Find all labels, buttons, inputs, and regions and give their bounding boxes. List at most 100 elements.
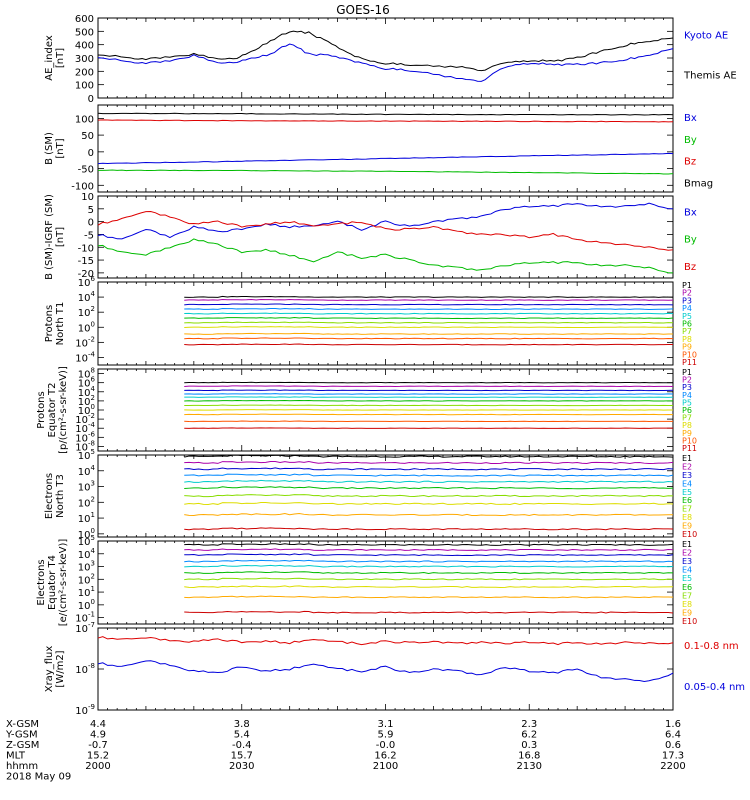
y-tick-exponent: -1 <box>88 611 95 619</box>
y-axis-label: B (SM) [nT] <box>44 132 66 165</box>
legend-label: Bz <box>684 262 696 273</box>
time-axis-value: -0.0 <box>376 740 396 751</box>
time-axis-value: 2030 <box>229 761 254 772</box>
y-tick-exponent: -2 <box>88 412 95 420</box>
channel-label-p5: P5 <box>682 398 692 407</box>
y-tick-label: -15 <box>78 256 94 267</box>
y-axis-label-line: Equator T4 <box>47 555 58 610</box>
y-axis-label-line: Equator T2 <box>47 383 58 438</box>
series-line-bx <box>97 152 674 165</box>
y-tick-label: 100 <box>75 114 94 125</box>
chart-title: GOES-16 <box>336 3 390 17</box>
y-tick-base: 10 <box>78 293 91 304</box>
channel-line-p2 <box>184 298 674 301</box>
y-tick-base: 10 <box>78 370 91 381</box>
channel-line-e3 <box>184 553 674 557</box>
y-axis-label: Protons North T1 <box>44 302 66 346</box>
time-axis-value: 0.3 <box>521 740 537 751</box>
channel-line-p5 <box>184 312 674 315</box>
channel-line-p3 <box>184 389 674 392</box>
y-axis-label-line: [e/(cm²-s-sr-keV)] <box>58 539 69 627</box>
time-axis-label: X-GSM <box>6 719 39 730</box>
channel-line-e3 <box>184 467 674 471</box>
y-tick-label: 10-6 <box>75 430 95 444</box>
y-tick-base: 10 <box>78 498 91 509</box>
channel-label-p2: P2 <box>682 376 692 385</box>
channel-line-p8 <box>184 409 674 411</box>
y-tick-exponent: 0 <box>91 527 95 535</box>
y-axis-label-line: Electrons <box>44 473 55 519</box>
series-line-themis-ae <box>97 30 674 72</box>
y-tick-label: 10-8 <box>75 662 95 676</box>
time-axis-value: -0.4 <box>232 740 252 751</box>
channel-line-e10 <box>184 527 674 531</box>
y-tick-exponent: -2 <box>88 335 95 343</box>
channel-label-p11: P11 <box>682 358 697 367</box>
panel-frame <box>97 195 674 279</box>
y-axis-label-line: Protons <box>36 391 47 428</box>
panel-frame <box>97 540 674 625</box>
channel-line-p11 <box>184 427 674 429</box>
time-axis-value: 5.4 <box>234 730 250 741</box>
channel-line-p7 <box>184 404 674 407</box>
channel-line-e9 <box>184 513 674 517</box>
y-tick-label: 103 <box>78 480 95 494</box>
legend-label: Kyoto AE <box>684 31 728 42</box>
time-axis-value: -0.7 <box>88 740 108 751</box>
time-axis-value: 15.2 <box>87 751 109 762</box>
y-tick-base: 10 <box>78 601 91 612</box>
y-tick-exponent: 4 <box>91 464 96 472</box>
y-tick-base: 10 <box>75 415 88 426</box>
channel-label-p4: P4 <box>682 391 692 400</box>
y-axis-label: Electrons Equator T4 [e/(cm²-s-sr-keV)] <box>36 539 69 627</box>
y-tick-exponent: -4 <box>88 421 96 429</box>
y-tick-exponent: -7 <box>88 621 95 629</box>
channel-label-p7: P7 <box>682 327 692 336</box>
y-tick-label: 104 <box>78 290 96 304</box>
y-tick-exponent: -8 <box>88 439 95 447</box>
y-tick-base: 10 <box>75 665 88 676</box>
series-line-bz <box>97 211 674 251</box>
y-axis-label-line: [nT] <box>55 138 66 158</box>
y-tick-label: 102 <box>78 572 95 586</box>
time-axis-value: 6.4 <box>665 730 681 741</box>
legend-label: By <box>684 135 697 146</box>
time-axis-value: 2130 <box>517 761 542 772</box>
channel-label-p6: P6 <box>682 320 692 329</box>
series-line-bmag <box>97 112 674 116</box>
y-tick-base: 10 <box>78 530 91 541</box>
channel-line-e8 <box>184 501 674 505</box>
y-axis-label-line: North T3 <box>55 474 66 518</box>
time-axis-value: 16.2 <box>374 751 396 762</box>
time-axis-value: 4.9 <box>90 730 106 741</box>
y-tick-label: 10 <box>81 192 94 203</box>
y-tick-exponent: 2 <box>91 572 95 580</box>
y-tick-exponent: 2 <box>91 495 95 503</box>
channel-label-e3: E3 <box>682 471 692 480</box>
y-tick-label: 10-9 <box>75 703 95 717</box>
y-tick-exponent: 4 <box>91 290 96 298</box>
y-tick-exponent: 3 <box>91 560 95 568</box>
y-axis-label-line: Protons <box>44 305 55 342</box>
y-tick-label: 200 <box>75 67 94 78</box>
channel-label-p10: P10 <box>682 350 697 359</box>
y-tick-exponent: 8 <box>91 367 95 375</box>
time-axis-value: 4.4 <box>90 719 106 730</box>
series-line-by <box>97 238 674 274</box>
channel-label-p1: P1 <box>682 281 692 290</box>
time-axis-value: 6.2 <box>521 730 537 741</box>
y-tick-base: 10 <box>78 397 91 408</box>
y-axis-label-line: [W/m2] <box>55 650 66 687</box>
channel-line-p9 <box>184 332 674 335</box>
y-tick-base: 10 <box>75 424 88 435</box>
series-line-by <box>97 169 674 175</box>
y-tick-label: 10-2 <box>75 335 95 349</box>
y-tick-base: 10 <box>75 353 88 364</box>
time-axis-value: 2000 <box>85 761 110 772</box>
y-tick-label: 300 <box>75 54 94 65</box>
y-axis-label-line: B (SM) <box>44 132 55 165</box>
y-tick-label: 10-7 <box>75 621 95 635</box>
y-tick-label: 108 <box>78 367 95 381</box>
